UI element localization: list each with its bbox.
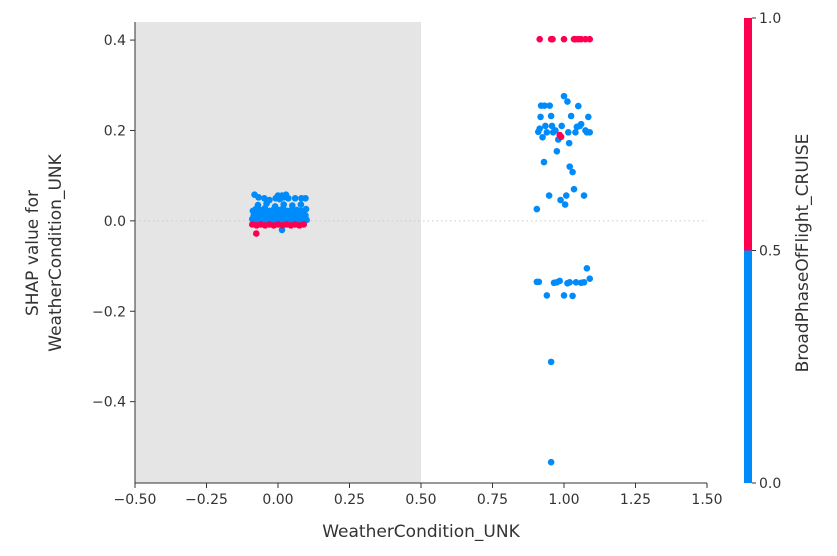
x-tick-label: 0.00 (262, 492, 293, 508)
y-axis-title-line-2: WeatherCondition_UNK (46, 153, 66, 351)
x-axis-ticks: −0.50 −0.25 0.00 0.25 0.50 0.75 1.00 1.25 1.50 (114, 483, 723, 508)
data-point (557, 196, 564, 204)
data-point (580, 279, 588, 286)
data-point (558, 122, 566, 130)
data-point (545, 192, 553, 199)
data-point (284, 194, 292, 202)
data-point (254, 201, 262, 209)
data-point (280, 201, 288, 208)
y-axis-ticks: −0.4 −0.2 0.0 0.2 0.4 (92, 33, 135, 411)
data-point (556, 277, 564, 285)
colorbar-ticks: 0.0 0.5 1.0 (752, 11, 781, 492)
data-point (569, 168, 576, 176)
data-point (540, 158, 548, 166)
y-tick-label: 0.0 (104, 214, 126, 230)
colorbar-tick-label: 0.5 (759, 244, 781, 260)
data-point (271, 203, 279, 210)
data-point (560, 35, 568, 43)
data-point (561, 201, 569, 208)
data-point (539, 133, 546, 141)
data-point (549, 35, 556, 43)
data-point (572, 128, 579, 136)
data-point (260, 194, 268, 202)
data-point (537, 113, 544, 121)
data-point (535, 278, 543, 286)
data-point (586, 275, 594, 283)
colorbar-title: BroadPhaseOfFlight_CRUISE (793, 134, 813, 373)
x-tick-label: 0.50 (405, 492, 436, 508)
data-point (547, 458, 555, 466)
data-point (291, 194, 299, 202)
data-point (580, 192, 588, 199)
data-point (536, 125, 543, 132)
data-point (570, 185, 578, 193)
data-point (585, 113, 592, 121)
data-point (565, 139, 573, 147)
y-tick-label: 0.2 (104, 123, 126, 139)
data-point (289, 202, 296, 209)
y-tick-label: −0.2 (92, 304, 126, 320)
x-tick-label: −0.25 (185, 492, 228, 508)
colorbar (744, 18, 752, 483)
data-point (586, 35, 594, 43)
data-point (567, 112, 575, 120)
data-point (255, 194, 262, 201)
data-point (577, 120, 585, 128)
data-point (557, 133, 565, 141)
y-tick-label: 0.4 (104, 33, 126, 49)
x-tick-label: 0.75 (477, 492, 508, 508)
data-point (302, 194, 309, 202)
data-point (560, 292, 568, 299)
data-point (252, 230, 260, 237)
data-point (300, 221, 308, 228)
data-point (572, 279, 580, 286)
data-point (564, 128, 572, 136)
data-point (552, 127, 559, 134)
data-point (297, 201, 305, 208)
data-point (541, 102, 548, 109)
scatter-points (248, 35, 594, 466)
data-point (569, 292, 576, 300)
x-axis-title: WeatherCondition_UNK (322, 522, 520, 542)
data-point (543, 128, 551, 136)
data-point (542, 122, 549, 130)
data-point (266, 196, 273, 204)
data-point (543, 292, 551, 299)
data-point (546, 102, 553, 109)
data-point (566, 163, 574, 170)
x-tick-label: 1.00 (548, 492, 579, 508)
data-point (536, 35, 543, 43)
x-tick-label: 1.50 (691, 492, 722, 508)
data-point (562, 192, 570, 199)
colorbar-tick-label: 1.0 (759, 11, 781, 27)
data-point (586, 128, 594, 136)
categorical-background-band (135, 22, 421, 483)
y-tick-label: −0.4 (92, 395, 126, 411)
x-tick-label: −0.50 (114, 492, 157, 508)
data-point (566, 279, 574, 286)
x-tick-label: 1.25 (620, 492, 651, 508)
data-point (547, 112, 555, 120)
data-point (302, 205, 310, 213)
data-point (548, 122, 556, 130)
x-tick-label: 0.25 (334, 492, 365, 508)
data-point (575, 102, 582, 110)
data-point (583, 265, 591, 272)
colorbar-tick-label: 0.0 (759, 476, 781, 492)
data-point (547, 358, 555, 366)
data-point (553, 147, 561, 155)
data-point (533, 205, 541, 213)
y-axis-title-line-1: SHAP value for (23, 190, 43, 316)
data-point (560, 92, 568, 100)
data-point (564, 98, 571, 105)
